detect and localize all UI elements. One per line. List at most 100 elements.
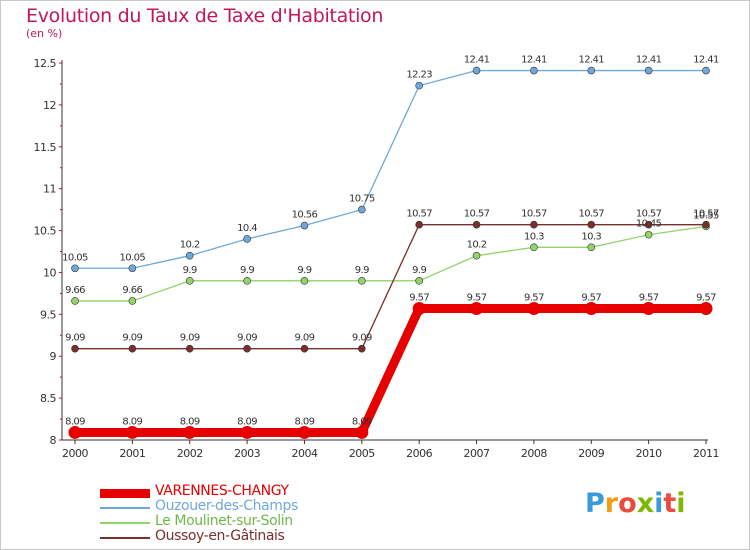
data-point bbox=[530, 66, 538, 75]
x-tick-label: 2009 bbox=[578, 447, 604, 460]
data-label: 9.9 bbox=[183, 265, 197, 276]
data-point bbox=[584, 301, 598, 315]
x-tick-label: 2005 bbox=[349, 447, 375, 460]
proxiti-logo: Proxiti bbox=[585, 488, 686, 519]
data-label: 9.09 bbox=[122, 333, 142, 344]
data-point bbox=[71, 297, 79, 305]
legend-swatch bbox=[100, 489, 150, 498]
data-label: 8.09 bbox=[65, 416, 85, 427]
data-point bbox=[125, 425, 139, 439]
data-label: 12.41 bbox=[636, 55, 662, 66]
data-label: 10.57 bbox=[693, 209, 719, 220]
y-tick-label: 10.5 bbox=[34, 225, 57, 238]
data-point bbox=[185, 277, 194, 285]
legend-label: Oussoy-en-Gâtinais bbox=[155, 528, 285, 544]
data-point bbox=[527, 301, 541, 315]
data-point bbox=[472, 66, 481, 75]
data-label: 9.09 bbox=[65, 333, 85, 344]
data-point bbox=[644, 230, 653, 239]
data-label: 9.9 bbox=[355, 265, 369, 276]
data-label: 10.75 bbox=[349, 194, 375, 205]
data-label: 8.09 bbox=[180, 416, 200, 427]
y-tick-label: 12.5 bbox=[34, 57, 57, 70]
data-label: 10.55 bbox=[693, 210, 719, 221]
data-point bbox=[185, 251, 194, 260]
data-point bbox=[300, 277, 309, 285]
data-label: 9.9 bbox=[240, 265, 254, 276]
x-tick-label: 2003 bbox=[234, 447, 260, 460]
data-point bbox=[183, 425, 197, 439]
data-point bbox=[699, 301, 713, 315]
series-line bbox=[75, 224, 706, 350]
data-label: 9.66 bbox=[122, 285, 142, 296]
data-point bbox=[243, 235, 251, 243]
chart-subtitle: (en %) bbox=[26, 27, 63, 40]
logo-letter: i bbox=[654, 488, 664, 519]
data-point bbox=[644, 220, 653, 229]
data-point bbox=[587, 243, 596, 252]
data-label: 9.66 bbox=[65, 285, 85, 296]
data-label: 8.09 bbox=[295, 416, 315, 427]
data-point bbox=[587, 220, 596, 229]
data-label: 10.45 bbox=[636, 219, 662, 230]
data-label: 9.57 bbox=[467, 292, 487, 303]
data-label: 9.9 bbox=[297, 265, 311, 276]
data-point bbox=[702, 66, 710, 75]
data-label: 10.3 bbox=[524, 231, 544, 242]
data-label: 10.2 bbox=[467, 240, 487, 251]
data-point bbox=[128, 344, 137, 353]
data-point bbox=[358, 277, 366, 285]
data-point bbox=[128, 297, 137, 305]
data-point bbox=[530, 243, 538, 252]
logo-letter: P bbox=[585, 488, 605, 519]
data-point bbox=[297, 425, 311, 439]
data-point bbox=[243, 277, 251, 285]
data-point bbox=[128, 264, 137, 273]
data-label: 10.57 bbox=[578, 209, 604, 220]
data-point bbox=[358, 344, 366, 353]
legend-label: VARENNES-CHANGY bbox=[155, 483, 289, 499]
data-label: 8.09 bbox=[122, 416, 142, 427]
data-point bbox=[300, 344, 309, 353]
logo-letter: r bbox=[604, 488, 619, 519]
data-label: 9.57 bbox=[581, 292, 601, 303]
data-label: 10.3 bbox=[581, 231, 601, 242]
data-point bbox=[642, 301, 656, 315]
data-label: 10.57 bbox=[636, 209, 662, 220]
x-tick-label: 2006 bbox=[406, 447, 432, 460]
data-point bbox=[243, 344, 251, 353]
data-label: 8.09 bbox=[237, 416, 257, 427]
data-label: 9.57 bbox=[409, 292, 429, 303]
y-tick-label: 8.5 bbox=[40, 392, 56, 405]
data-label: 9.57 bbox=[696, 292, 716, 303]
x-tick-label: 2011 bbox=[693, 447, 719, 460]
logo-letter: x bbox=[636, 488, 655, 519]
data-point bbox=[300, 221, 309, 230]
series-line bbox=[75, 225, 707, 302]
logo-letter: i bbox=[676, 488, 686, 519]
data-point bbox=[587, 66, 596, 75]
legend-label: Ouzouer-des-Champs bbox=[155, 498, 298, 514]
data-point bbox=[644, 66, 653, 75]
legend-label: Le Moulinet-sur-Solin bbox=[155, 513, 293, 529]
data-label: 10.57 bbox=[406, 209, 432, 220]
data-label: 9.57 bbox=[524, 292, 544, 303]
legend-swatch bbox=[100, 522, 150, 524]
x-tick-label: 2001 bbox=[119, 447, 145, 460]
y-tick-label: 9 bbox=[50, 350, 57, 363]
data-point bbox=[358, 205, 366, 214]
data-point bbox=[702, 220, 710, 229]
x-tick-label: 2007 bbox=[464, 447, 490, 460]
data-label: 9.09 bbox=[295, 333, 315, 344]
logo-letter: t bbox=[663, 488, 677, 519]
y-tick-label: 8 bbox=[50, 434, 57, 447]
logo-letter: o bbox=[618, 488, 637, 519]
data-point bbox=[530, 220, 538, 229]
series-line bbox=[75, 303, 706, 437]
data-label: 12.41 bbox=[693, 55, 719, 66]
data-point bbox=[415, 220, 423, 229]
data-label: 9.09 bbox=[237, 333, 257, 344]
data-point bbox=[355, 425, 369, 439]
data-label: 9.57 bbox=[639, 292, 659, 303]
data-point bbox=[71, 344, 79, 353]
